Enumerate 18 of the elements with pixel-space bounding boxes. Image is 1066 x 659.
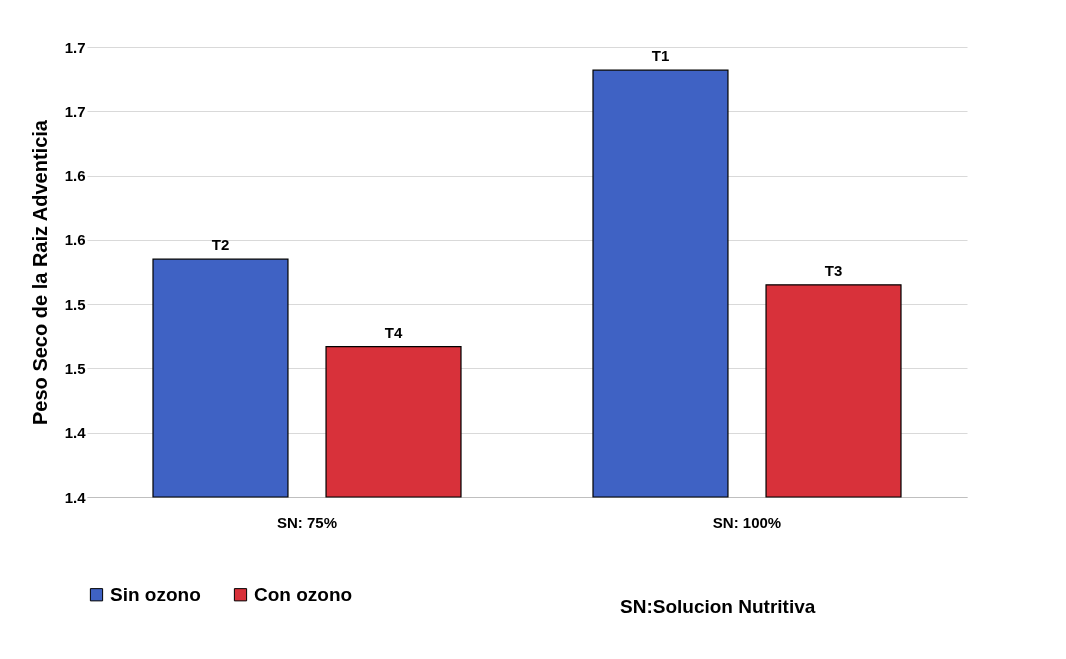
data-label: T3 — [824, 261, 843, 279]
x-tick-label: SN: 100% — [712, 513, 782, 531]
legend-label: Sin ozono — [110, 583, 201, 605]
y-tick-label: 1.5 — [64, 359, 86, 377]
x-tick-label: SN: 75% — [276, 513, 338, 531]
y-tick-label: 1.7 — [64, 102, 86, 120]
y-tick-label: 1.4 — [64, 488, 87, 506]
y-tick-label: 1.6 — [64, 231, 86, 249]
text: SN:Solucion Nutritiva — [620, 596, 816, 618]
data-label: T4 — [384, 323, 403, 341]
data-label: T2 — [211, 236, 230, 254]
y-axis-title: Peso Seco de la Raiz Adventicia — [28, 119, 51, 425]
data-label: T1 — [651, 47, 670, 65]
y-tick-label: 1.7 — [64, 38, 86, 56]
y-tick-label: 1.6 — [64, 167, 86, 185]
legend-label: Con ozono — [254, 583, 353, 605]
y-tick-label: 1.4 — [64, 424, 87, 442]
y-tick-label: 1.5 — [64, 295, 86, 313]
